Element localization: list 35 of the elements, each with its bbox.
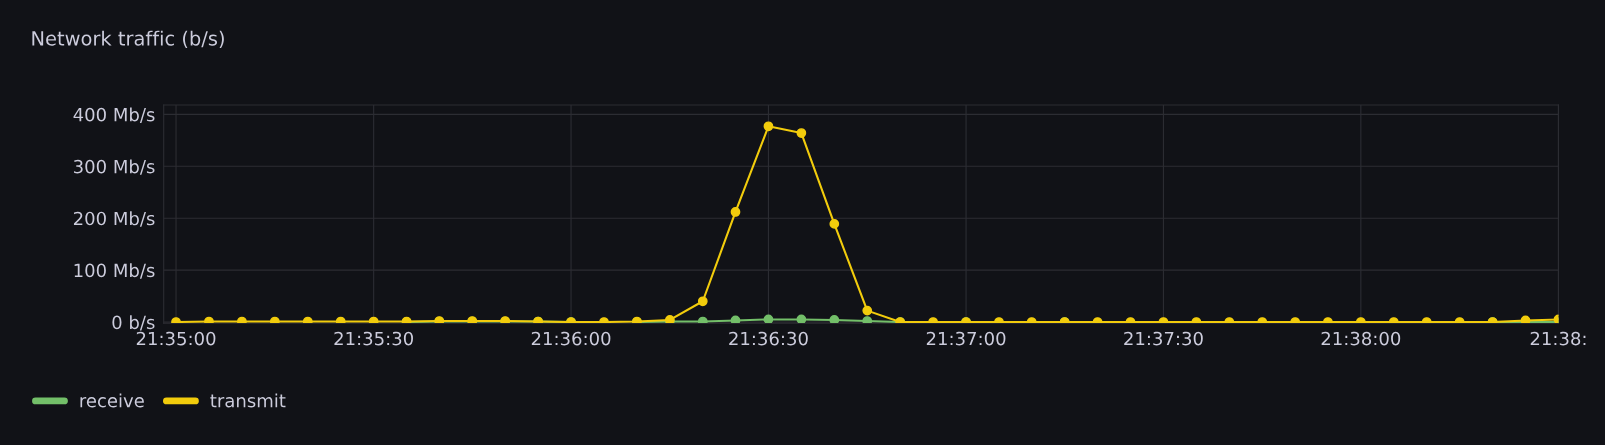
point	[204, 316, 214, 324]
point	[302, 316, 313, 324]
x-tick-label: 21:38:00	[1321, 331, 1401, 346]
y-tick-label: 400 Mb/s	[73, 107, 155, 123]
point	[730, 207, 741, 217]
chart-title: Network traffic (b/s)	[32, 30, 224, 48]
point	[796, 128, 807, 138]
point	[763, 121, 774, 132]
y-tick-label: 300 Mb/s	[74, 159, 155, 175]
y-tick-label: 0 b/s	[112, 315, 155, 331]
point	[697, 316, 708, 324]
x-tick-label: 21:38:	[1530, 331, 1586, 346]
x-tick-label: 21:36:00	[531, 331, 611, 346]
point	[237, 316, 247, 324]
x-tick-label: 21:37:30	[1124, 331, 1203, 346]
x-tick-label: 21:37:00	[926, 331, 1006, 346]
point	[730, 315, 741, 324]
legend-label: receive	[80, 393, 144, 408]
point	[796, 314, 807, 324]
point	[171, 317, 181, 324]
point	[829, 315, 840, 324]
x-tick-label: 21:36:30	[729, 331, 808, 346]
legend-label: transmit	[210, 393, 286, 408]
y-tick-label: 200 Mb/s	[73, 211, 155, 227]
point	[269, 316, 280, 324]
point	[368, 316, 379, 324]
y-tick-label: 100 Mb/s	[74, 263, 155, 279]
x-tick-label: 21:35:00	[136, 331, 216, 346]
point	[862, 305, 873, 316]
point	[829, 219, 840, 229]
point	[335, 316, 346, 324]
point	[697, 296, 708, 307]
x-tick-label: 21:35:30	[334, 331, 413, 346]
point	[862, 316, 873, 324]
point	[763, 314, 774, 324]
